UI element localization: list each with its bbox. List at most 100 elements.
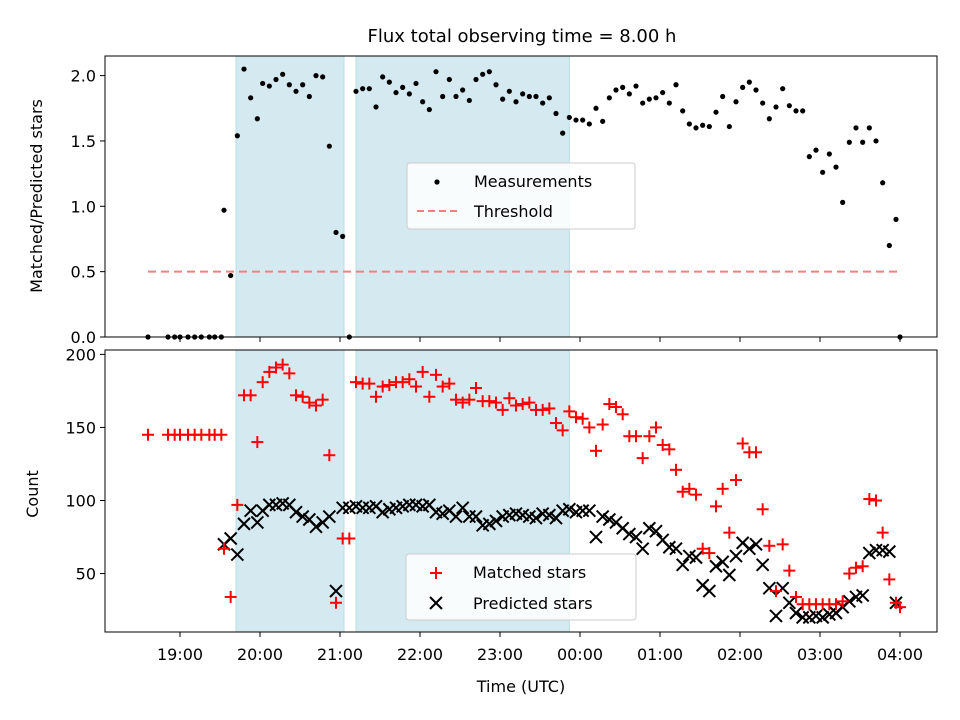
matched-point xyxy=(650,421,662,434)
measurement-point xyxy=(720,93,726,100)
predicted-point xyxy=(749,537,763,552)
measurement-point xyxy=(740,84,746,90)
matched-point xyxy=(770,585,782,598)
matched-point xyxy=(410,380,422,393)
measurement-point xyxy=(893,216,899,222)
measurement-point xyxy=(486,69,492,75)
measurement-point xyxy=(706,123,712,130)
measurement-point xyxy=(766,116,772,122)
bottom-panel: 50 100 150 200 Count Matched stars Predicte… xyxy=(23,345,938,633)
measurement-point xyxy=(520,91,526,97)
measurement-point xyxy=(753,87,759,93)
matched-point xyxy=(224,590,237,603)
matched-point xyxy=(836,595,849,608)
predicted-point xyxy=(729,549,743,563)
measurement-point xyxy=(373,104,379,110)
predicted-point xyxy=(635,542,650,556)
measurement-point xyxy=(413,80,419,87)
y-tick-label: 0.5 xyxy=(71,263,96,282)
matched-point xyxy=(256,376,269,389)
matched-point xyxy=(596,418,609,431)
x-tick-label: 23:00 xyxy=(477,645,523,664)
matched-point xyxy=(763,539,776,552)
measurement-point xyxy=(800,108,806,114)
measurement-point xyxy=(640,100,646,106)
measurement-point xyxy=(446,76,452,83)
bottom-axes: 50 100 150 200 xyxy=(65,345,105,584)
x-tick-label: 21:00 xyxy=(317,645,363,664)
bottom-legend-box xyxy=(405,553,637,621)
matched-point xyxy=(736,437,749,450)
measurement-point xyxy=(426,106,432,113)
measurement-point xyxy=(393,89,399,96)
x-tick-label: 01:00 xyxy=(637,645,683,664)
predicted-point xyxy=(295,509,310,524)
measurement-point xyxy=(840,199,846,205)
x-tick-label: 19:00 xyxy=(157,645,203,664)
x-axis-label: Time (UTC) xyxy=(476,677,565,696)
predicted-point xyxy=(855,588,870,603)
predicted-point xyxy=(223,531,238,546)
y-tick-label: 50 xyxy=(76,565,96,584)
measurement-point xyxy=(306,93,312,100)
predicted-point xyxy=(642,521,657,535)
measurement-point xyxy=(646,96,652,102)
legend-matched-marker xyxy=(430,567,442,579)
measurement-point xyxy=(846,139,852,145)
measurement-point xyxy=(313,73,319,79)
predicted-point xyxy=(769,609,783,623)
matched-point xyxy=(790,590,802,603)
predicted-point xyxy=(669,542,683,556)
bottom-axes-frame xyxy=(104,349,938,633)
matched-point xyxy=(636,452,649,465)
top-panel: 0.00.51.01.52.0 Matched/Predicted stars … xyxy=(27,55,938,347)
matched-point xyxy=(423,390,436,403)
measurement-point xyxy=(880,180,886,186)
matched-point xyxy=(263,365,276,378)
matched-point xyxy=(730,474,742,487)
measurement-point xyxy=(860,139,866,145)
predicted-point xyxy=(622,527,637,541)
measurement-point xyxy=(733,99,739,105)
matched-point xyxy=(456,396,469,409)
matched-point xyxy=(550,417,562,430)
measurement-point xyxy=(433,69,439,75)
matched-point xyxy=(416,365,429,378)
predicted-point xyxy=(489,514,503,528)
y-tick-label: 0.0 xyxy=(71,328,96,347)
measurement-point xyxy=(440,93,446,100)
matched-point xyxy=(894,601,906,614)
matched-point xyxy=(830,598,842,611)
matched-point xyxy=(218,542,230,555)
matched-point xyxy=(396,376,409,389)
predicted-point xyxy=(629,530,643,544)
measurement-point xyxy=(248,95,254,101)
top-data-marks xyxy=(145,66,903,340)
matched-point xyxy=(570,411,582,424)
measurement-point xyxy=(633,83,639,89)
matched-point xyxy=(303,396,316,409)
matched-point xyxy=(756,503,769,516)
predicted-point xyxy=(755,558,770,572)
measurement-point xyxy=(560,130,566,136)
predicted-point xyxy=(455,501,470,515)
matched-point xyxy=(843,567,856,580)
x-axis-ticks: 19:00 20:00 21:00 22:00 23:00 00:00 01:00 02:00… xyxy=(157,337,923,664)
predicted-point xyxy=(469,509,483,524)
measurement-point xyxy=(500,96,506,102)
y-tick-label: 1.0 xyxy=(71,197,96,216)
measurement-point xyxy=(273,76,279,83)
matched-point xyxy=(296,390,309,403)
matched-point xyxy=(323,449,336,462)
predicted-point xyxy=(375,505,390,519)
top-y-axis-label: Matched/Predicted stars xyxy=(27,99,46,293)
measurement-point xyxy=(866,125,872,131)
measurement-point xyxy=(713,109,719,115)
y-tick-label: 150 xyxy=(65,418,96,437)
matched-point xyxy=(483,395,496,408)
matched-point xyxy=(630,430,642,443)
measurement-point xyxy=(600,118,606,124)
matched-point xyxy=(656,438,669,451)
matched-point xyxy=(276,358,289,371)
measurement-point xyxy=(786,103,792,109)
